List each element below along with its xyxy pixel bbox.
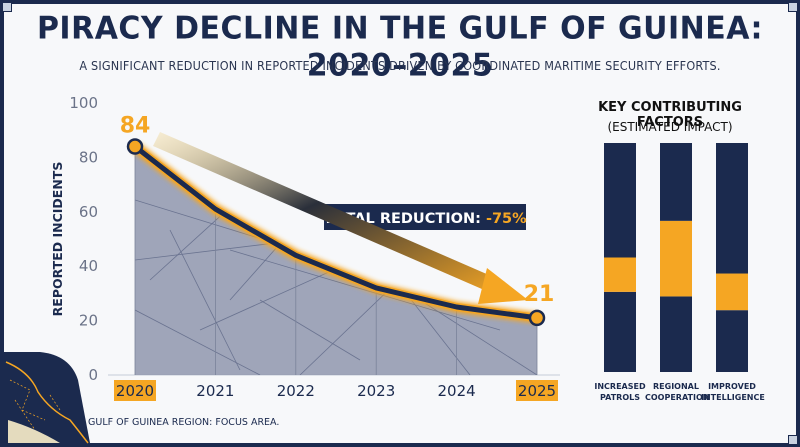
stacked-bar-segment xyxy=(604,257,636,292)
stacked-bar-segment xyxy=(660,220,692,297)
y-tick-label: 0 xyxy=(88,366,98,384)
stacked-bar-segment xyxy=(660,143,692,221)
y-tick-label: 100 xyxy=(69,94,98,112)
stacked-bar-segment xyxy=(716,273,748,311)
y-tick-label: 60 xyxy=(79,203,98,221)
y-axis-label: REPORTED INCIDENTS xyxy=(50,162,65,317)
factors-subtitle: (ESTIMATED IMPACT) xyxy=(607,120,733,134)
x-tick-label: 2020 xyxy=(116,382,154,400)
stacked-bar-segment xyxy=(716,143,748,274)
bar-category-label: IMPROVED INTELLIGENCE xyxy=(701,381,765,403)
data-value-label: 84 xyxy=(120,114,151,139)
map-footnote: GULF OF GUINEA REGION: FOCUS AREA. xyxy=(88,417,280,428)
bar-category-label-line: IMPROVED xyxy=(708,382,756,391)
stacked-bar-segment xyxy=(716,310,748,372)
bar-category-label-line: COOPERATION xyxy=(645,393,710,402)
factors-title: KEY CONTRIBUTING FACTORS xyxy=(598,100,742,130)
incidents-line xyxy=(133,144,538,321)
data-point-marker xyxy=(528,309,546,327)
x-tick-label: 2025 xyxy=(518,382,556,400)
area-fill xyxy=(135,146,537,375)
x-tick-highlight xyxy=(516,380,558,401)
frame-corner-rivet xyxy=(2,2,12,12)
frame-corner-rivet xyxy=(788,2,798,12)
x-tick-label: 2024 xyxy=(438,382,476,400)
y-tick-label: 20 xyxy=(79,312,98,330)
stacked-bar-segment xyxy=(604,291,636,372)
bar-category-label-line: REGIONAL xyxy=(653,382,699,391)
frame-corner-rivet xyxy=(788,435,798,445)
page-subtitle: A SIGNIFICANT REDUCTION IN REPORTED INCI… xyxy=(79,58,721,73)
x-tick-label: 2022 xyxy=(277,382,315,400)
y-tick-label: 80 xyxy=(79,148,98,166)
gulf-map-inset xyxy=(4,352,90,444)
bar-category-label-line: INTELLIGENCE xyxy=(701,393,765,402)
data-value-label: 21 xyxy=(524,282,555,307)
bar-category-label: INCREASED PATROLS xyxy=(589,381,651,403)
bar-category-label: REGIONAL COOPERATION xyxy=(645,381,710,403)
reduction-arrow-shaft xyxy=(153,132,505,296)
stacked-bar-segment xyxy=(604,143,636,258)
x-tick-highlight xyxy=(114,380,156,401)
y-tick-label: 40 xyxy=(79,257,98,275)
stacked-bar-segment xyxy=(660,296,692,372)
reduction-arrow-head xyxy=(478,268,528,304)
data-point-marker xyxy=(126,138,144,155)
bar-category-label-line: INCREASED xyxy=(594,382,646,391)
page-title: PIRACY DECLINE IN THE GULF OF GUINEA: 20… xyxy=(36,10,764,84)
x-tick-label: 2021 xyxy=(196,382,234,400)
x-tick-label: 2023 xyxy=(357,382,395,400)
bar-category-label-line: PATROLS xyxy=(600,393,640,402)
